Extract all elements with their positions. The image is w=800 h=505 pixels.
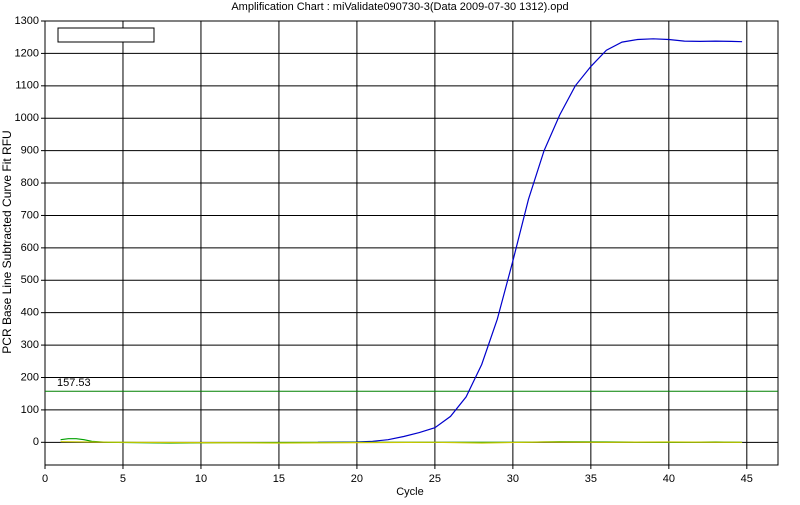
x-tick-label: 25 [429, 473, 441, 485]
series-line [60, 441, 743, 444]
x-axis-label: Cycle [396, 486, 424, 498]
chart-title: Amplification Chart : miValidate090730-3… [231, 1, 568, 13]
y-tick-label: 100 [21, 404, 39, 416]
x-tick-label: 45 [741, 473, 753, 485]
y-tick-label: 1200 [15, 47, 39, 59]
y-tick-label: 800 [21, 177, 39, 189]
legend-box [57, 27, 155, 43]
x-tick-label: 0 [42, 473, 48, 485]
y-tick-label: 0 [33, 436, 39, 448]
y-tick-label: 700 [21, 209, 39, 221]
series-line [317, 38, 743, 443]
x-tick-label: 40 [663, 473, 675, 485]
x-tick-label: 35 [585, 473, 597, 485]
x-tick-label: 5 [120, 473, 126, 485]
y-tick-label: 300 [21, 339, 39, 351]
y-tick-label: 1000 [15, 112, 39, 124]
y-tick-label: 400 [21, 307, 39, 319]
y-tick-label: 600 [21, 242, 39, 254]
x-tick-label: 30 [507, 473, 519, 485]
y-tick-label: 500 [21, 274, 39, 286]
y-tick-label: 200 [21, 371, 39, 383]
x-tick-label: 20 [351, 473, 363, 485]
threshold-label: 157.53 [57, 377, 91, 389]
y-tick-label: 1300 [15, 15, 39, 27]
y-tick-label: 900 [21, 145, 39, 157]
y-tick-label: 1100 [15, 80, 39, 92]
y-axis-label: PCR Base Line Subtracted Curve Fit RFU [0, 130, 14, 353]
x-tick-label: 10 [195, 473, 207, 485]
x-tick-label: 15 [273, 473, 285, 485]
